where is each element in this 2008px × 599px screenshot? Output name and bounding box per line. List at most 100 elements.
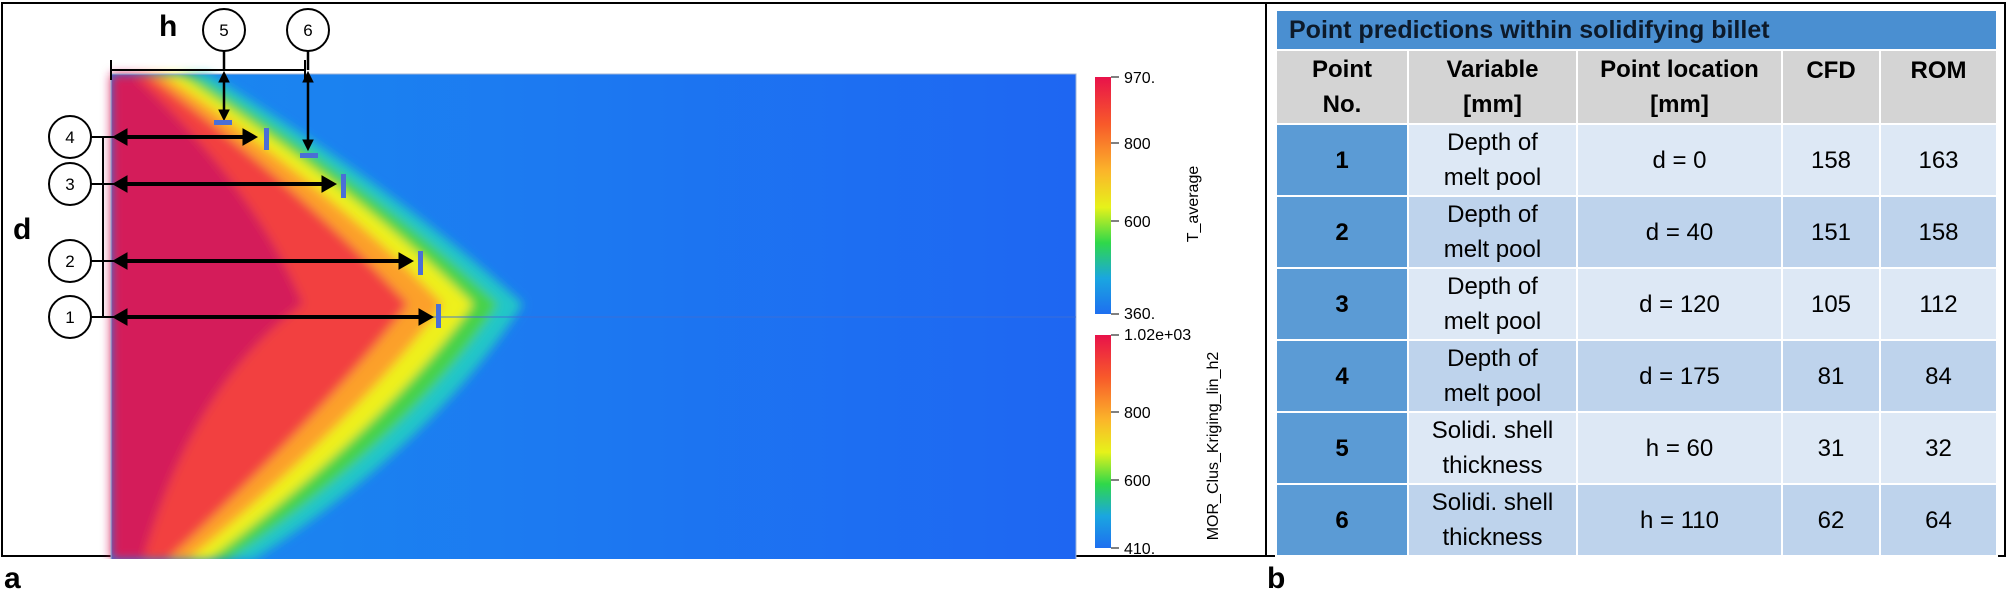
cb-bottom-label-800: 800 xyxy=(1124,405,1151,422)
header-variable-line1: Variable xyxy=(1446,56,1539,83)
cell-rom: 158 xyxy=(1878,195,1999,269)
header-point-no-line1: Point xyxy=(1312,56,1372,83)
marker-4-label: 4 xyxy=(65,128,74,147)
header-point-no: Point No. xyxy=(1275,49,1409,125)
marker-6-circle xyxy=(286,8,330,52)
arrow-6-end-marker xyxy=(300,153,318,158)
arrow-5-head-top xyxy=(218,70,230,83)
cell-variable: Depth of melt pool xyxy=(1407,195,1578,269)
table-row: 4 Depth of melt pool d = 175 81 84 xyxy=(1275,339,1999,413)
marker-2: 2 xyxy=(48,239,92,283)
marker-5: 5 xyxy=(202,8,246,52)
d-label: d xyxy=(13,213,31,246)
cell-variable-line1: Depth of xyxy=(1447,201,1538,228)
colorbar-bottom-ticks: 1.02e+03 800 600 410. xyxy=(1111,327,1191,558)
cb-top-label-600: 600 xyxy=(1124,214,1151,231)
cell-variable: Depth of melt pool xyxy=(1407,123,1578,197)
marker-3-circle xyxy=(48,162,92,206)
figure-panel-a: h d xyxy=(1,2,1274,559)
cell-variable-line1: Depth of xyxy=(1447,345,1538,372)
arrow-5 xyxy=(214,70,232,125)
cell-variable-line1: Depth of xyxy=(1447,273,1538,300)
cell-rom: 163 xyxy=(1878,123,1999,197)
marker-1: 1 xyxy=(48,295,92,339)
arrow-6-head-bottom xyxy=(302,139,314,152)
arrow-2-end-marker xyxy=(418,251,423,275)
cb-top-label-800: 800 xyxy=(1124,136,1151,153)
marker-5-label: 5 xyxy=(219,21,228,40)
table-row: 3 Depth of melt pool d = 120 105 112 xyxy=(1275,267,1999,341)
header-point-location-line2: [mm] xyxy=(1650,91,1709,118)
header-cfd-label: CFD xyxy=(1806,57,1856,84)
point-predictions-table: Point predictions within solidifying bil… xyxy=(1274,9,1999,557)
depth-arrows xyxy=(111,128,441,328)
cell-variable: Depth of melt pool xyxy=(1407,339,1578,413)
cell-rom: 112 xyxy=(1878,267,1999,341)
cell-variable: Depth of melt pool xyxy=(1407,267,1578,341)
arrow-1-head-right xyxy=(418,308,435,326)
cell-cfd: 31 xyxy=(1781,411,1881,485)
table-title: Point predictions within solidifying bil… xyxy=(1274,9,1999,51)
cell-location: h = 110 xyxy=(1576,483,1783,557)
cell-rom: 84 xyxy=(1878,339,1999,413)
cell-point-no: 2 xyxy=(1275,195,1409,269)
header-point-no-line2: No. xyxy=(1322,91,1362,118)
table-row: 5 Solidi. shell thickness h = 60 31 32 xyxy=(1275,411,1999,485)
arrow-4-end-marker xyxy=(264,128,269,150)
d-dimension: d xyxy=(13,136,115,318)
cell-rom: 32 xyxy=(1878,411,1999,485)
arrow-5-end-marker xyxy=(214,120,232,125)
table-title-row: Point predictions within solidifying bil… xyxy=(1274,9,1999,51)
panel-b-letter: b xyxy=(1267,562,1286,595)
header-variable-line2: [mm] xyxy=(1463,91,1522,118)
arrow-1-head-left xyxy=(111,308,128,326)
arrow-3 xyxy=(111,174,346,198)
arrow-6 xyxy=(300,70,318,158)
header-cfd: CFD xyxy=(1781,49,1881,125)
cell-point-no: 5 xyxy=(1275,411,1409,485)
arrow-3-head-right xyxy=(321,175,338,193)
cell-variable-line2: thickness xyxy=(1442,452,1543,479)
cell-point-no: 6 xyxy=(1275,483,1409,557)
cell-cfd: 151 xyxy=(1781,195,1881,269)
cb-bottom-label-1020: 1.02e+03 xyxy=(1124,327,1191,344)
cell-point-no: 1 xyxy=(1275,123,1409,197)
cell-point-no: 4 xyxy=(1275,339,1409,413)
cb-bottom-label-410: 410. xyxy=(1124,541,1155,558)
cell-variable-line2: melt pool xyxy=(1443,164,1542,191)
marker-5-circle xyxy=(202,8,246,52)
colorbar-top: 970. 800 600 360. T_average xyxy=(1095,70,1202,323)
cell-cfd: 62 xyxy=(1781,483,1881,557)
shell-arrows xyxy=(214,50,318,158)
arrow-4-head-right xyxy=(242,128,259,146)
table-row: 1 Depth of melt pool d = 0 158 163 xyxy=(1275,123,1999,197)
cell-variable-line2: thickness xyxy=(1442,524,1543,551)
cell-point-no: 3 xyxy=(1275,267,1409,341)
arrow-2-head-right xyxy=(398,252,415,270)
colorbar-top-title: T_average xyxy=(1185,166,1202,243)
arrow-1 xyxy=(111,304,441,328)
cell-variable-line2: melt pool xyxy=(1443,308,1542,335)
figure-panel-b: Point predictions within solidifying bil… xyxy=(1265,2,2006,557)
marker-2-circle xyxy=(48,239,92,283)
marker-3: 3 xyxy=(48,162,92,206)
cell-variable: Solidi. shell thickness xyxy=(1407,411,1578,485)
header-rom: ROM xyxy=(1878,49,1999,125)
marker-1-label: 1 xyxy=(65,308,74,327)
colorbar-bottom-title: MOR_Clus_Kriging_lin_h2 xyxy=(1205,352,1222,541)
h-label: h xyxy=(159,10,177,43)
cell-variable-line1: Solidi. shell xyxy=(1431,489,1554,516)
cell-rom: 64 xyxy=(1878,483,1999,557)
point-markers: 4 3 2 1 5 6 xyxy=(48,8,330,339)
cb-bottom-label-600: 600 xyxy=(1124,473,1151,490)
panel-a-letter: a xyxy=(4,562,21,595)
arrow-4-head-left xyxy=(111,128,128,146)
h-dimension: h xyxy=(110,10,306,80)
cell-variable-line1: Solidi. shell xyxy=(1431,417,1554,444)
colorbar-bottom-scale xyxy=(1095,335,1111,548)
marker-4-circle xyxy=(48,115,92,159)
arrow-1-end-marker xyxy=(436,304,441,328)
cell-cfd: 158 xyxy=(1781,123,1881,197)
marker-4: 4 xyxy=(48,115,92,159)
cell-location: d = 120 xyxy=(1576,267,1783,341)
